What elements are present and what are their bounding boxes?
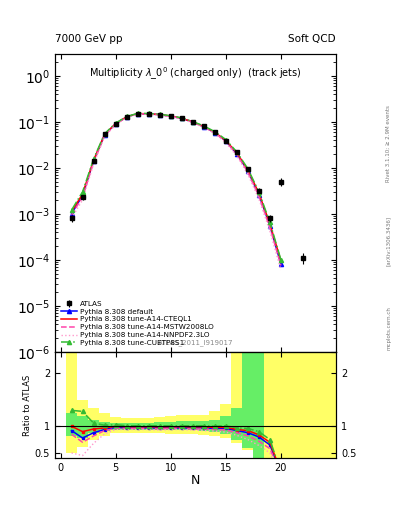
Legend: ATLAS, Pythia 8.308 default, Pythia 8.308 tune-A14-CTEQL1, Pythia 8.308 tune-A14: ATLAS, Pythia 8.308 default, Pythia 8.30… — [59, 298, 215, 348]
Text: [arXiv:1306.3436]: [arXiv:1306.3436] — [386, 216, 391, 266]
Text: Soft QCD: Soft QCD — [288, 33, 336, 44]
Text: 7000 GeV pp: 7000 GeV pp — [55, 33, 123, 44]
Text: Rivet 3.1.10; ≥ 2.9M events: Rivet 3.1.10; ≥ 2.9M events — [386, 105, 391, 182]
Text: mcplots.cern.ch: mcplots.cern.ch — [386, 306, 391, 350]
Text: Multiplicity $\lambda\_0^0$ (charged only)  (track jets): Multiplicity $\lambda\_0^0$ (charged onl… — [89, 66, 302, 82]
X-axis label: N: N — [191, 475, 200, 487]
Text: ATLAS_2011_I919017: ATLAS_2011_I919017 — [158, 339, 233, 346]
Y-axis label: Ratio to ATLAS: Ratio to ATLAS — [23, 374, 32, 436]
